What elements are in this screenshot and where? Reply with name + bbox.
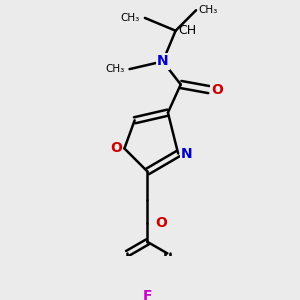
Text: CH₃: CH₃ [121, 13, 140, 23]
Text: O: O [155, 216, 167, 230]
Text: F: F [143, 289, 152, 300]
Text: CH₃: CH₃ [199, 5, 218, 15]
Text: O: O [110, 142, 122, 155]
Text: CH₃: CH₃ [105, 64, 124, 74]
Text: O: O [212, 82, 223, 97]
Text: N: N [157, 54, 169, 68]
Text: N: N [181, 147, 192, 160]
Text: CH: CH [178, 24, 196, 37]
